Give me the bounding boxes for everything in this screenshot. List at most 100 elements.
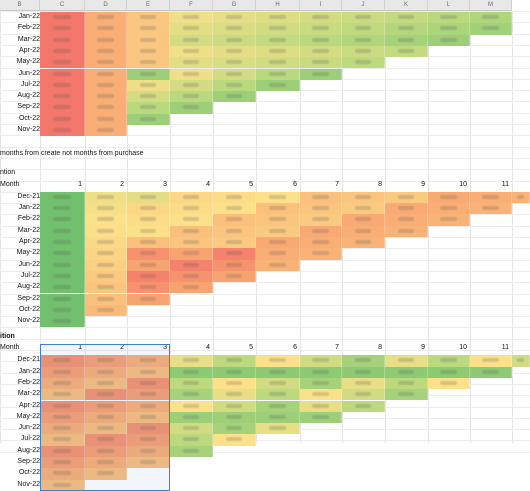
heat-cell[interactable]	[170, 23, 213, 35]
heat-cell[interactable]	[85, 355, 127, 367]
heat-cell[interactable]	[342, 34, 385, 46]
heat-cell[interactable]	[256, 355, 300, 367]
heat-cell[interactable]	[40, 434, 85, 446]
heat-cell[interactable]	[213, 203, 256, 215]
heat-cell[interactable]	[342, 237, 385, 249]
heat-cell[interactable]	[300, 23, 342, 35]
heat-cell[interactable]	[428, 214, 470, 226]
heat-cell[interactable]	[85, 214, 127, 226]
heat-cell[interactable]	[85, 68, 127, 80]
heat-cell[interactable]	[40, 389, 85, 401]
heat-cell[interactable]	[85, 423, 127, 435]
heat-cell[interactable]	[256, 377, 300, 390]
heat-cell[interactable]	[127, 214, 170, 226]
heat-cell[interactable]	[85, 270, 127, 283]
heat-cell[interactable]	[300, 237, 342, 249]
heat-cell[interactable]	[213, 377, 256, 390]
heat-cell[interactable]	[213, 389, 256, 401]
heat-cell[interactable]	[342, 214, 385, 226]
heat-cell[interactable]	[470, 191, 512, 204]
heat-cell[interactable]	[470, 366, 512, 378]
heat-cell[interactable]	[428, 355, 470, 367]
heat-cell[interactable]	[40, 34, 85, 46]
heat-cell[interactable]	[170, 12, 213, 24]
heat-cell[interactable]	[85, 203, 127, 215]
heat-cell[interactable]	[213, 411, 256, 424]
heat-cell[interactable]	[85, 102, 127, 114]
column-header-j[interactable]: J	[342, 0, 385, 11]
heat-cell[interactable]	[85, 125, 127, 137]
heat-cell[interactable]	[213, 237, 256, 249]
heat-cell[interactable]	[256, 389, 300, 401]
heat-cell[interactable]	[40, 45, 85, 58]
heat-cell[interactable]	[300, 12, 342, 24]
heat-cell[interactable]	[170, 91, 213, 103]
heat-cell[interactable]	[40, 270, 85, 283]
heat-cell[interactable]	[385, 23, 428, 35]
heat-cell[interactable]	[127, 282, 170, 294]
heat-cell[interactable]	[85, 79, 127, 92]
heat-cell[interactable]	[127, 23, 170, 35]
heat-cell[interactable]	[385, 203, 428, 215]
heat-cell[interactable]	[85, 293, 127, 305]
heat-cell[interactable]	[213, 400, 256, 412]
heat-cell[interactable]	[170, 377, 213, 390]
heat-cell[interactable]	[385, 45, 428, 58]
heat-cell[interactable]	[256, 237, 300, 249]
heat-cell[interactable]	[170, 57, 213, 69]
heat-cell[interactable]	[170, 355, 213, 367]
heat-cell[interactable]	[342, 57, 385, 69]
heat-cell[interactable]	[40, 377, 85, 390]
heat-cell[interactable]	[170, 270, 213, 283]
heat-cell[interactable]	[170, 282, 213, 294]
heat-cell[interactable]	[40, 355, 85, 367]
column-header-i[interactable]: I	[300, 0, 342, 11]
heat-cell[interactable]	[385, 366, 428, 378]
heat-cell[interactable]	[256, 225, 300, 237]
heat-cell[interactable]	[170, 191, 213, 204]
heat-cell[interactable]	[170, 445, 213, 457]
heat-cell[interactable]	[300, 45, 342, 58]
heat-cell[interactable]	[300, 203, 342, 215]
heat-cell[interactable]	[85, 282, 127, 294]
heat-cell[interactable]	[385, 225, 428, 237]
heat-cell[interactable]	[85, 411, 127, 424]
heat-cell[interactable]	[85, 304, 127, 317]
heat-cell[interactable]	[40, 23, 85, 35]
heat-cell[interactable]	[385, 214, 428, 226]
heat-cell[interactable]	[256, 423, 300, 435]
heat-cell[interactable]	[385, 12, 428, 24]
heat-cell[interactable]	[170, 214, 213, 226]
heat-cell[interactable]	[40, 102, 85, 114]
heat-cell[interactable]	[213, 45, 256, 58]
heat-cell[interactable]	[40, 214, 85, 226]
heat-cell[interactable]	[342, 355, 385, 367]
heat-cell[interactable]	[213, 191, 256, 204]
heat-cell[interactable]	[40, 125, 85, 137]
heat-cell[interactable]	[300, 68, 342, 80]
heat-cell[interactable]	[213, 248, 256, 260]
heat-cell[interactable]	[40, 366, 85, 378]
heat-cell[interactable]	[385, 377, 428, 390]
heat-cell[interactable]	[40, 316, 85, 328]
heat-cell[interactable]	[385, 191, 428, 204]
heat-cell[interactable]	[213, 23, 256, 35]
heat-cell[interactable]	[385, 355, 428, 367]
heat-cell[interactable]	[256, 248, 300, 260]
heat-cell[interactable]	[342, 377, 385, 390]
heat-cell[interactable]	[170, 389, 213, 401]
column-header-h[interactable]: H	[256, 0, 300, 11]
heat-cell[interactable]	[127, 91, 170, 103]
heat-cell[interactable]	[428, 203, 470, 215]
heat-cell[interactable]	[85, 45, 127, 58]
heat-cell[interactable]	[470, 23, 512, 35]
heat-cell[interactable]	[127, 79, 170, 92]
heat-cell[interactable]	[127, 270, 170, 283]
heat-cell[interactable]	[300, 57, 342, 69]
column-header-f[interactable]: F	[170, 0, 213, 11]
column-header-c[interactable]: C	[40, 0, 85, 11]
heat-cell[interactable]	[127, 248, 170, 260]
heat-cell[interactable]	[342, 225, 385, 237]
heat-cell[interactable]	[85, 259, 127, 271]
heat-cell[interactable]	[213, 57, 256, 69]
